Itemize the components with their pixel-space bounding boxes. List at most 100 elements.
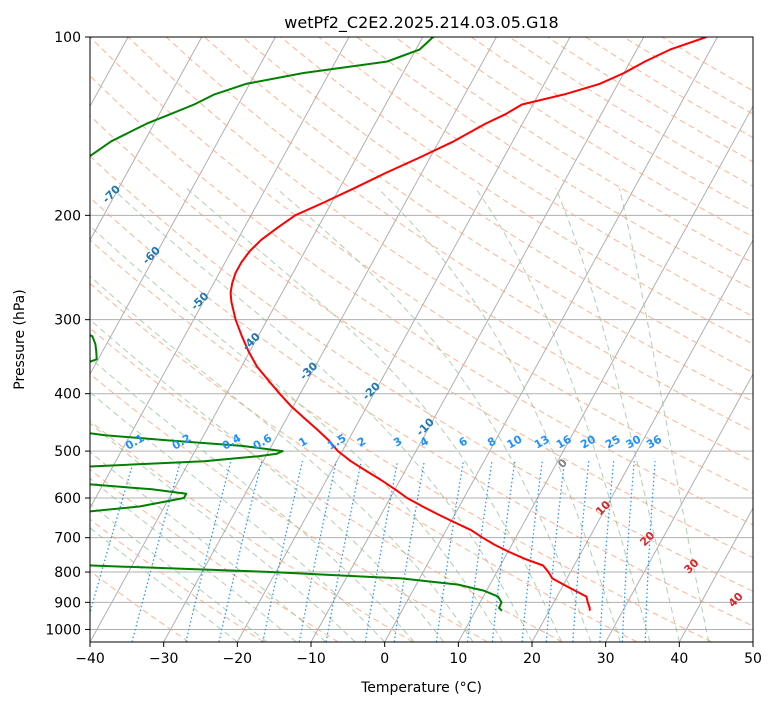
dry-adiabat-line <box>318 37 753 318</box>
dry-adiabat-line <box>165 37 753 432</box>
moist-adiabat-line <box>377 187 621 642</box>
x-axis: −40 −30 −20 −10 0 10 20 30 40 50 <box>75 642 762 667</box>
moist-adiabat-line <box>475 187 651 642</box>
moist-adiabat-line <box>186 187 562 642</box>
x-tick-label: 20 <box>523 651 541 667</box>
isotherm-line <box>236 37 571 642</box>
temperature-line <box>229 37 707 611</box>
mixing-ratio-label: 8 <box>485 435 498 450</box>
plot-frame <box>89 36 754 643</box>
isotherm-label: -90 <box>12 74 35 97</box>
moist-adiabat-line <box>618 188 710 642</box>
isotherm-line <box>90 37 203 242</box>
x-tick-label: −30 <box>149 651 179 667</box>
moist-adiabat-line <box>90 357 415 642</box>
dry-adiabat-line <box>90 239 712 642</box>
x-tick-label: −40 <box>75 651 105 667</box>
mixing-ratio-label: 36 <box>644 432 664 451</box>
mixing-ratio-label: 0.1 <box>123 432 146 453</box>
moist-adiabat-line <box>111 187 533 642</box>
isotherm-line <box>90 37 424 642</box>
y-axis: 100 200 300 400 500 600 700 800 900 1000 <box>45 30 90 638</box>
moist-adiabat-line <box>90 225 503 642</box>
x-tick-label: 40 <box>670 651 688 667</box>
dry-adiabat-line <box>203 37 753 403</box>
dry-adiabat-line <box>90 327 563 642</box>
y-tick-label: 300 <box>54 313 81 329</box>
moist-adiabat-line <box>90 391 386 642</box>
y-tick-label: 800 <box>54 565 81 581</box>
mixing-ratio-label: 30 <box>624 432 644 451</box>
x-axis-label: Temperature (°C) <box>360 680 482 696</box>
dry-adiabat-line <box>90 420 414 642</box>
dry-adiabat-line <box>90 196 753 627</box>
mixing-ratio-line <box>644 461 656 642</box>
mixing-ratio-label: 16 <box>554 432 574 451</box>
mixing-ratio-line <box>572 461 590 642</box>
mixing-ratio-line <box>545 461 566 642</box>
isotherm-line <box>90 37 350 510</box>
y-axis-label: Pressure (hPa) <box>12 289 28 389</box>
dry-adiabat-line <box>90 282 638 642</box>
mixing-ratio-line <box>325 461 362 642</box>
mixing-ratio-label: 10 <box>505 432 525 451</box>
x-tick-label: 10 <box>449 651 467 667</box>
dry-adiabat-line <box>242 37 753 374</box>
y-tick-label: 200 <box>54 208 81 224</box>
dry-adiabat-line <box>661 37 753 92</box>
dry-adiabat-line <box>280 37 753 345</box>
y-tick-label: 400 <box>54 387 81 403</box>
isotherm-line <box>310 37 645 642</box>
dry-adiabat-line <box>90 75 753 526</box>
mixing-ratio-label: 2 <box>355 435 368 450</box>
moist-adiabat-label: 20 <box>637 529 657 549</box>
y-tick-label: 600 <box>54 491 81 507</box>
y-tick-label: 900 <box>54 595 81 611</box>
isotherm-line <box>752 640 753 642</box>
x-tick-label: 0 <box>380 651 389 667</box>
x-tick-label: 50 <box>744 651 762 667</box>
moist-adiabat-label: 10 <box>593 498 613 518</box>
mixing-ratio-label: 0.2 <box>170 432 193 453</box>
moist-adiabat-line <box>555 188 680 642</box>
dry-adiabat-line <box>90 114 753 559</box>
mixing-ratio-line <box>393 461 425 642</box>
moist-adiabat-line <box>90 422 356 642</box>
moist-adiabat-label: 0 <box>555 456 570 471</box>
x-tick-label: −20 <box>223 651 253 667</box>
dry-adiabat-line <box>356 37 753 290</box>
dry-adiabat-line <box>623 37 753 115</box>
moist-adiabat-line <box>90 503 268 642</box>
background-lines <box>90 37 753 642</box>
dry-adiabat-line <box>394 37 753 264</box>
mixing-ratio-line <box>466 461 493 642</box>
mixing-ratio-line <box>521 461 543 642</box>
y-tick-label: 700 <box>54 531 81 547</box>
isotherm-line <box>90 37 276 376</box>
mixing-ratio-label: 25 <box>603 433 623 452</box>
mixing-ratio-label: 6 <box>457 434 470 449</box>
mixing-ratio-line <box>298 461 337 642</box>
mixing-ratio-line <box>621 461 635 642</box>
mixing-ratio-label: 0.4 <box>220 431 244 452</box>
isotherm-line <box>605 373 753 642</box>
mixing-ratio-line <box>185 461 232 642</box>
chart-title: wetPf2_C2E2.2025.214.03.05.G18 <box>284 13 558 33</box>
isotherm-line <box>384 37 718 642</box>
moist-adiabat-line <box>90 527 238 642</box>
isotherm-line <box>163 37 497 642</box>
dry-adiabat-line <box>90 155 753 592</box>
isotherm-label: -80 <box>57 127 80 150</box>
mixing-ratio-label: 13 <box>532 433 552 452</box>
mixing-ratio-label: 20 <box>578 432 598 451</box>
moist-adiabat-line <box>90 275 474 642</box>
y-tick-label: 100 <box>54 30 81 46</box>
moist-adiabat-label: 30 <box>682 556 702 576</box>
moist-adiabat-label: 40 <box>726 590 746 610</box>
series-lines <box>90 37 707 612</box>
dry-adiabat-line <box>90 373 488 642</box>
dry-adiabat-line <box>90 570 190 642</box>
mixing-ratio-line <box>491 461 516 642</box>
mixing-ratio-line <box>599 461 615 642</box>
